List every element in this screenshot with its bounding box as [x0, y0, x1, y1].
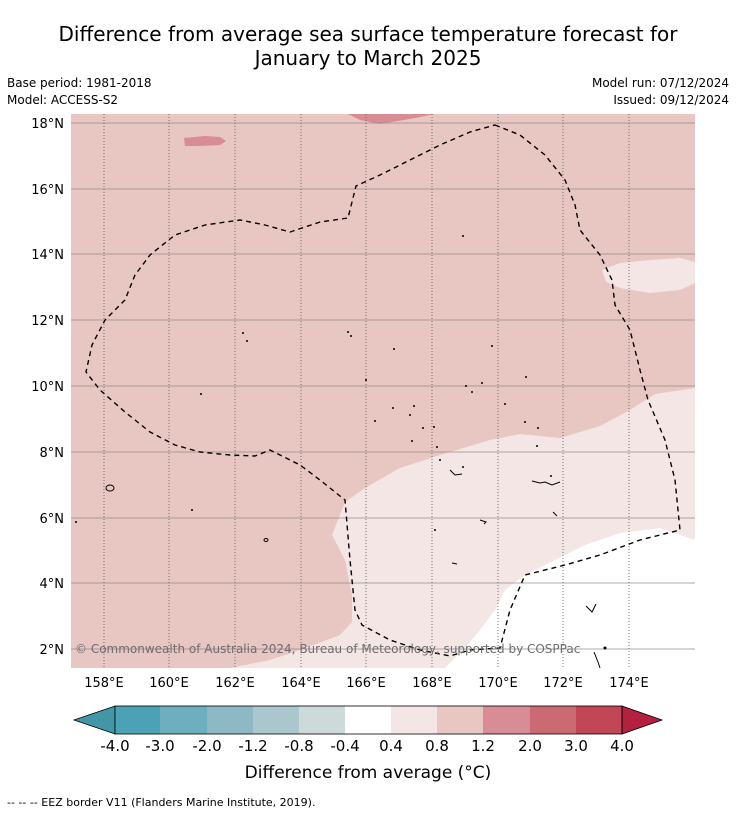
colorbar-tick: -0.4	[330, 737, 359, 755]
colorbar-tick: 0.8	[425, 737, 449, 755]
lat-label: 18°N	[31, 117, 64, 132]
model-name: Model: ACCESS-S2	[7, 93, 119, 107]
island-3	[531, 480, 561, 486]
colorbar-tick: -3.0	[145, 737, 174, 755]
colorbar-tick: 0.4	[379, 737, 403, 755]
model-run: Model run: 07/12/2024	[591, 76, 729, 90]
colorbar-segment	[391, 706, 437, 734]
map-panel: © Commonwealth of Australia 2024, Bureau…	[71, 114, 695, 668]
colorbar-segment	[299, 706, 345, 734]
lon-label: 172°E	[543, 676, 583, 691]
lat-label: 4°N	[40, 577, 65, 592]
lat-label: 10°N	[31, 380, 64, 395]
lon-label: 164°E	[281, 676, 321, 691]
colorbar-tick: -2.0	[192, 737, 221, 755]
copyright-text: © Commonwealth of Australia 2024, Bureau…	[75, 642, 580, 656]
colorbar-extend-low	[72, 705, 116, 735]
colorbar-outline	[114, 705, 623, 735]
lat-label: 2°N	[40, 643, 65, 658]
colorbar-segment	[115, 706, 160, 734]
lon-label: 170°E	[478, 676, 518, 691]
colorbar-tick: 4.0	[610, 737, 634, 755]
colorbar-segment	[483, 706, 530, 734]
colorbar-title: Difference from average (°C)	[244, 763, 492, 783]
title-line-2: January to March 2025	[254, 46, 482, 70]
anomaly-region-neutral	[445, 528, 695, 668]
anomaly-patch-warm-west	[184, 136, 226, 146]
lat-label: 6°N	[40, 512, 65, 527]
island-4	[449, 469, 463, 476]
colorbar-tick: -1.2	[238, 737, 267, 755]
colorbar-extend-high	[621, 705, 664, 735]
island-5	[585, 603, 597, 613]
colorbar-tick: 1.2	[471, 737, 495, 755]
lat-label: 16°N	[31, 183, 64, 198]
meta-left: Base period: 1981-2018 Model: ACCESS-S2	[7, 75, 152, 109]
anomaly-patch-east	[602, 258, 695, 293]
lon-label: 160°E	[149, 676, 189, 691]
island-1	[105, 484, 115, 492]
colorbar-segment	[345, 706, 391, 734]
islands	[105, 469, 601, 668]
colorbar	[72, 705, 664, 735]
lat-label: 14°N	[31, 248, 64, 263]
colorbar-segment	[576, 706, 622, 734]
lon-label: 166°E	[346, 676, 386, 691]
colorbar-tick: 2.0	[518, 737, 542, 755]
eez-border	[85, 124, 681, 657]
lon-label: 168°E	[412, 676, 452, 691]
atolls	[75, 235, 607, 650]
longitude-gridlines	[103, 114, 630, 668]
lon-label: 174°E	[609, 676, 649, 691]
island-9	[552, 511, 558, 517]
lat-label: 12°N	[31, 314, 64, 329]
island-6	[593, 651, 601, 668]
colorbar-tick-labels: -4.0 -3.0 -2.0 -1.2 -0.8 -0.4 0.4 0.8 1.…	[100, 737, 634, 755]
island-2	[263, 538, 269, 542]
colorbar-segment	[530, 706, 576, 734]
title-line-1: Difference from average sea surface temp…	[58, 22, 678, 46]
map-title: Difference from average sea surface temp…	[0, 22, 736, 70]
anomaly-patch-warm-north	[348, 114, 435, 124]
colorbar-segment	[207, 706, 253, 734]
latitude-labels: 18°N 16°N 14°N 12°N 10°N 8°N 6°N 4°N 2°N	[31, 117, 64, 658]
island-8	[451, 562, 458, 565]
colorbar-segment	[253, 706, 299, 734]
colorbar-tick: -4.0	[100, 737, 129, 755]
colorbar-segment	[437, 706, 483, 734]
issued-date: Issued: 09/12/2024	[613, 93, 729, 107]
lon-label: 162°E	[215, 676, 255, 691]
longitude-labels: 158°E 160°E 162°E 164°E 166°E 168°E 170°…	[84, 676, 649, 691]
lon-label: 158°E	[84, 676, 124, 691]
colorbar-tick: 3.0	[564, 737, 588, 755]
base-period: Base period: 1981-2018	[7, 76, 152, 90]
eez-footnote: -- -- -- EEZ border V11 (Flanders Marine…	[7, 796, 316, 809]
latitude-gridlines	[71, 122, 695, 650]
meta-right: Model run: 07/12/2024 Issued: 09/12/2024	[592, 75, 729, 109]
colorbar-segment	[160, 706, 207, 734]
lat-label: 8°N	[40, 446, 65, 461]
island-7	[479, 519, 487, 525]
colorbar-tick: -0.8	[284, 737, 313, 755]
